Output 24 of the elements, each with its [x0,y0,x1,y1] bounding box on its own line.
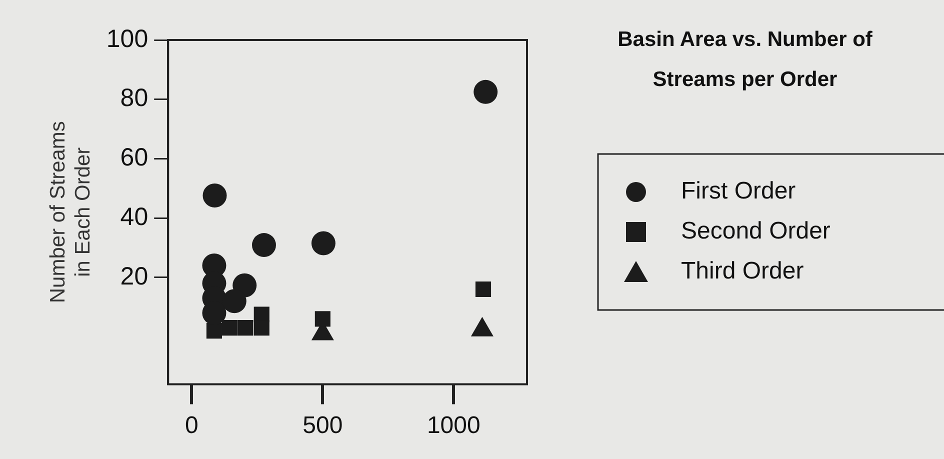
point [254,320,270,336]
point [475,281,492,298]
legend-label: Third Order [681,258,804,285]
point [206,323,222,339]
x-tick-label: 1000 [426,412,480,440]
text: Basin Area vs. Number of Streams per Order [618,28,874,91]
y-tick-label: 100 [106,24,148,53]
y-tick-label: 20 [120,262,148,290]
point [252,233,276,258]
point [311,231,336,256]
legend-label: First Order [681,178,796,205]
point [238,320,254,336]
x-tick-label: 500 [302,412,343,440]
legend-label: Second Order [681,218,830,245]
point [314,311,330,327]
x-tick-label: 0 [185,412,198,440]
point [222,289,246,314]
y-tick-label: 80 [120,84,148,112]
point [202,183,227,208]
y-tick-label: 40 [120,202,148,231]
point [222,320,238,336]
point [474,80,498,104]
y-tick-label: 60 [120,144,148,172]
y-axis-title: Number of Streams in Each Order [46,121,95,304]
